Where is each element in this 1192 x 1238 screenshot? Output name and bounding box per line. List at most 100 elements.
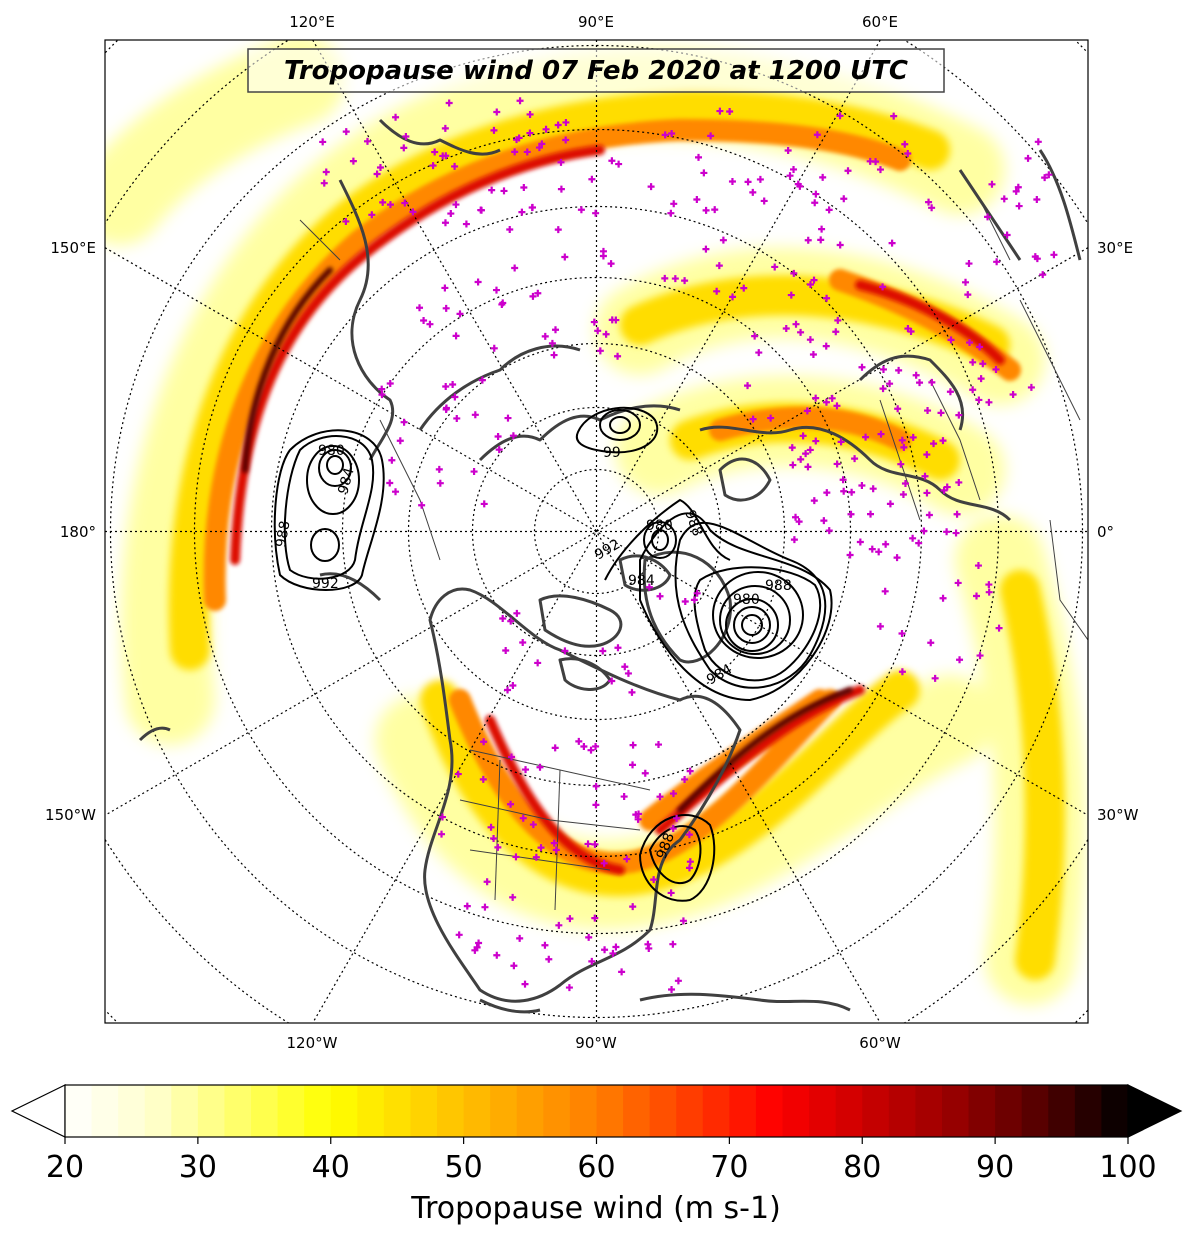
station-marker — [882, 540, 890, 548]
station-marker — [681, 598, 689, 606]
station-marker — [848, 488, 856, 496]
station-marker — [591, 914, 599, 922]
station-marker — [615, 160, 623, 168]
colorbar-bin — [437, 1085, 465, 1137]
station-marker — [526, 129, 534, 137]
station-marker — [809, 350, 817, 358]
station-marker — [771, 263, 779, 271]
station-marker — [954, 579, 962, 587]
colorbar-bin — [197, 1085, 226, 1137]
station-marker — [441, 219, 449, 227]
station-marker — [728, 178, 736, 186]
station-marker — [541, 332, 549, 340]
station-marker — [442, 404, 450, 412]
lon-label-left: 180° — [60, 523, 96, 541]
station-marker — [363, 137, 371, 145]
station-marker — [846, 551, 854, 559]
station-marker — [592, 801, 600, 809]
station-marker — [342, 217, 350, 225]
colorbar-bin — [729, 1085, 757, 1137]
station-marker — [623, 855, 631, 863]
station-marker — [495, 446, 503, 454]
station-marker — [974, 562, 982, 570]
station-marker — [920, 527, 928, 535]
colorbar-bin — [144, 1085, 172, 1137]
station-marker — [561, 253, 569, 261]
station-marker — [451, 393, 459, 401]
station-marker — [551, 326, 559, 334]
lon-label-top: 90°E — [578, 13, 614, 31]
colorbar-bin — [91, 1085, 119, 1137]
station-marker — [320, 179, 328, 187]
station-marker — [955, 478, 963, 486]
station-marker — [965, 260, 973, 268]
station-markers — [319, 97, 1058, 993]
colorbar-bin — [383, 1085, 412, 1137]
station-marker — [645, 583, 653, 591]
station-marker — [924, 407, 932, 415]
contour-label: 988 — [273, 520, 293, 549]
station-marker — [445, 99, 453, 107]
colorbar-tick-label: 80 — [843, 1150, 881, 1185]
station-marker — [487, 823, 495, 831]
station-marker — [894, 405, 902, 413]
station-marker — [479, 775, 487, 783]
station-marker — [451, 162, 459, 170]
station-marker — [319, 138, 327, 146]
colorbar-tick-label: 70 — [710, 1150, 748, 1185]
station-marker — [790, 165, 798, 173]
station-marker — [869, 485, 877, 493]
station-marker — [588, 957, 596, 965]
station-marker — [984, 213, 992, 221]
station-marker — [378, 385, 386, 393]
station-marker — [624, 669, 632, 677]
station-marker — [499, 614, 507, 622]
station-marker — [923, 451, 931, 459]
station-marker — [420, 316, 428, 324]
station-marker — [441, 124, 449, 132]
station-marker — [1031, 253, 1039, 261]
station-marker — [900, 443, 908, 451]
station-marker — [833, 460, 841, 468]
station-marker — [608, 157, 616, 165]
station-marker — [557, 185, 565, 193]
station-marker — [668, 985, 676, 993]
station-marker — [508, 753, 516, 761]
station-marker — [454, 770, 462, 778]
lon-label-bottom: 90°W — [575, 1034, 617, 1052]
station-marker — [868, 545, 876, 553]
station-marker — [523, 148, 531, 156]
station-marker — [796, 182, 804, 190]
station-marker — [790, 536, 798, 544]
colorbar-bin — [968, 1085, 996, 1137]
station-marker — [641, 769, 649, 777]
station-marker — [749, 415, 757, 423]
colorbar-bin — [490, 1085, 518, 1137]
station-marker — [858, 363, 866, 371]
station-marker — [608, 677, 616, 685]
station-marker — [667, 209, 675, 217]
station-marker — [700, 169, 708, 177]
station-marker — [418, 501, 426, 509]
station-marker — [828, 394, 836, 402]
station-marker — [810, 497, 818, 505]
station-marker — [599, 647, 607, 655]
station-marker — [1014, 183, 1022, 191]
station-marker — [839, 476, 847, 484]
station-marker — [767, 414, 775, 422]
station-marker — [686, 858, 694, 866]
contour-label: 992 — [312, 576, 339, 592]
station-marker — [554, 121, 562, 129]
station-marker — [535, 144, 543, 152]
station-marker — [806, 336, 814, 344]
station-marker — [973, 592, 981, 600]
station-marker — [844, 167, 852, 175]
station-marker — [806, 446, 814, 454]
station-marker — [1033, 195, 1041, 203]
station-marker — [654, 741, 662, 749]
station-marker — [795, 518, 803, 526]
lon-label-top: 60°E — [862, 13, 898, 31]
station-marker — [592, 209, 600, 217]
